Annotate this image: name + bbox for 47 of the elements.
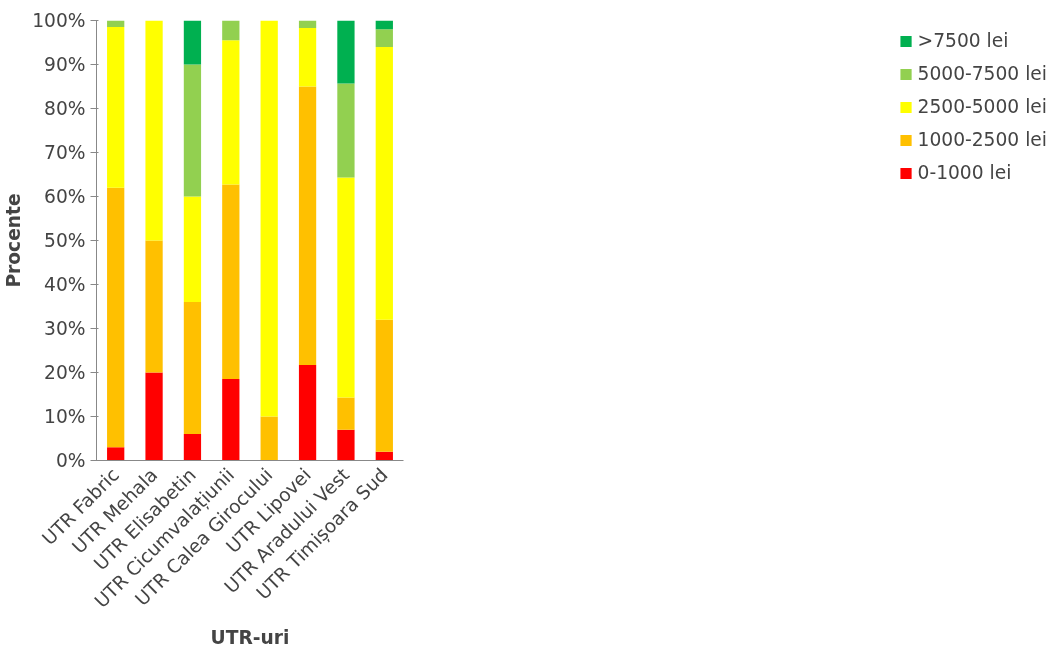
bar bbox=[183, 64, 202, 197]
y-tick-label: 40% bbox=[44, 274, 86, 295]
legend-label: 0-1000 lei bbox=[917, 162, 1012, 183]
y-tick-label: 70% bbox=[44, 142, 86, 163]
y-tick-label: 100% bbox=[32, 10, 86, 31]
bar bbox=[222, 379, 240, 461]
bar bbox=[183, 434, 202, 461]
bar bbox=[337, 177, 355, 398]
y-tick-label: 50% bbox=[44, 230, 86, 251]
bar bbox=[183, 20, 202, 65]
bar bbox=[107, 447, 125, 461]
y-tick-label: 10% bbox=[44, 406, 86, 427]
y-axis-title: Procente bbox=[3, 193, 25, 288]
bar bbox=[145, 372, 163, 461]
bar bbox=[183, 302, 202, 435]
legend-label: 1000-2500 lei bbox=[917, 129, 1047, 150]
bar bbox=[298, 86, 317, 366]
bar bbox=[145, 240, 163, 373]
bar bbox=[183, 196, 202, 303]
y-tick-label: 60% bbox=[44, 186, 86, 207]
bar bbox=[222, 184, 240, 380]
bar bbox=[337, 83, 355, 178]
x-axis-title: UTR-uri bbox=[210, 627, 290, 649]
bar bbox=[107, 27, 125, 188]
bar bbox=[375, 319, 393, 452]
bar bbox=[375, 46, 393, 320]
bar bbox=[260, 20, 278, 417]
legend-label: 2500-5000 lei bbox=[917, 96, 1047, 117]
y-tick-label: 30% bbox=[44, 318, 86, 339]
bar bbox=[222, 40, 240, 185]
legend-label: >7500 lei bbox=[917, 30, 1009, 51]
bar bbox=[298, 20, 317, 28]
bar bbox=[298, 27, 317, 87]
bar bbox=[107, 187, 125, 448]
bar bbox=[337, 20, 355, 84]
bar bbox=[222, 20, 240, 41]
bar bbox=[337, 397, 355, 430]
bar bbox=[337, 429, 355, 461]
y-tick-label: 90% bbox=[44, 54, 86, 75]
bar bbox=[375, 29, 393, 47]
y-tick-label: 20% bbox=[44, 362, 86, 383]
y-tick-label: 0% bbox=[55, 450, 86, 471]
bar bbox=[260, 416, 278, 461]
bar bbox=[145, 20, 163, 241]
y-tick-label: 80% bbox=[44, 98, 86, 119]
bar bbox=[298, 365, 317, 461]
legend-label: 5000-7500 lei bbox=[917, 63, 1047, 84]
